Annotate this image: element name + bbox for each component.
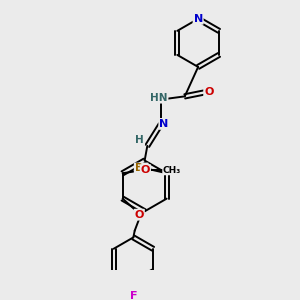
Text: O: O: [134, 210, 144, 220]
Text: O: O: [141, 165, 150, 175]
Text: Br: Br: [135, 164, 148, 173]
Text: F: F: [130, 291, 137, 300]
Text: CH₃: CH₃: [163, 166, 181, 175]
Text: H: H: [136, 135, 144, 145]
Text: HN: HN: [150, 93, 168, 103]
Text: N: N: [194, 14, 203, 24]
Text: O: O: [204, 87, 214, 98]
Text: N: N: [159, 119, 169, 129]
